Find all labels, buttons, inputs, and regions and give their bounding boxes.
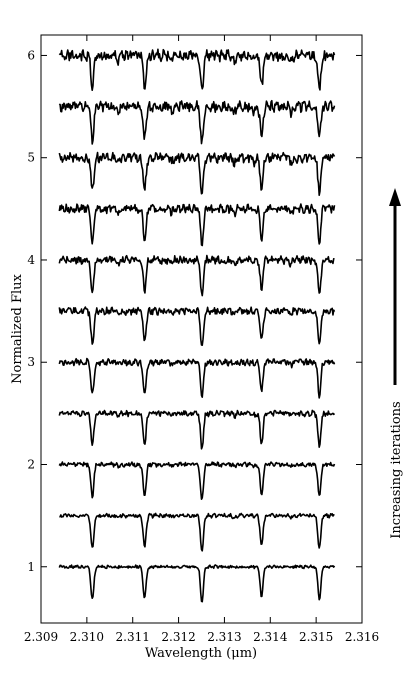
iterations-arrow-head [389,188,401,206]
x-tick-label: 2.314 [253,630,288,644]
spectrum-line [58,151,336,196]
spectrum-line [59,512,335,552]
x-axis-label: Wavelength (μm) [145,646,257,661]
x-tick-label: 2.316 [345,630,379,644]
spectrum-line [58,357,336,399]
spectrum-line [58,461,336,501]
spectrum-line [58,306,336,347]
spectrum-line [58,99,336,145]
spectrum-line [58,409,336,450]
spectrum-line [58,564,336,603]
spectrum-line [58,254,335,297]
x-tick-label: 2.313 [207,630,241,644]
x-tick-label: 2.312 [161,630,195,644]
x-tick-label: 2.311 [116,630,150,644]
spectra-series [58,48,336,603]
y-tick-label: 4 [27,253,35,267]
y-tick-label: 6 [27,48,35,62]
x-tick-label: 2.309 [24,630,58,644]
y-axis-label: Normalized Flux [10,273,25,383]
iterations-annotation: Increasing iterations [389,401,404,538]
x-tick-label: 2.310 [70,630,104,644]
spectrum-line [58,203,336,247]
y-axis-ticks: 1 2 3 4 5 6 [27,48,362,574]
plot-frame [40,34,363,624]
spectrum-line [58,48,336,92]
y-tick-label: 5 [27,151,35,165]
y-tick-label: 2 [27,457,35,471]
y-tick-label: 1 [27,560,35,574]
x-tick-label: 2.315 [299,630,333,644]
y-tick-label: 3 [27,355,35,369]
x-axis-ticks: 2.309 2.310 2.311 2.312 2.313 2.314 2.315 2.316 [24,35,379,644]
